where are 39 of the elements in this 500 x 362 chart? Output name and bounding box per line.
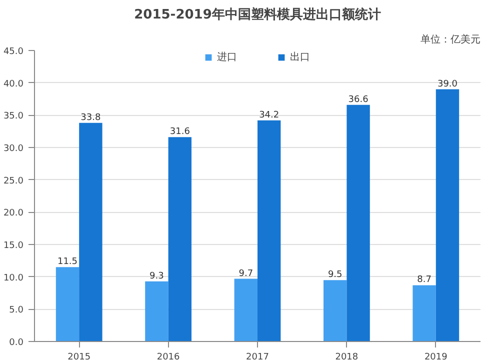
bar: [145, 281, 168, 342]
bar: [168, 137, 192, 342]
y-tick-label: 40.0: [3, 79, 24, 90]
bar: [436, 89, 460, 342]
data-label: 36.6: [348, 94, 369, 105]
data-label: 31.6: [170, 127, 190, 138]
y-tick-label: 5.0: [9, 306, 24, 316]
data-label: 33.8: [80, 112, 101, 123]
y-tick-label: 35.0: [3, 112, 24, 122]
y-tick-label: 30.0: [3, 144, 24, 154]
y-tick-label: 15.0: [3, 241, 24, 251]
text: 单位：亿美元: [420, 34, 480, 46]
bar: [79, 122, 102, 342]
data-label: 9.3: [150, 271, 164, 282]
x-tick-label: 2017: [246, 352, 269, 362]
bar: [234, 278, 258, 342]
bar: [346, 104, 370, 342]
y-tick-label: 20.0: [3, 208, 24, 219]
legend-label: 进口: [217, 50, 237, 64]
x-tick-label: 2015: [68, 352, 91, 362]
bar: [56, 267, 80, 342]
data-label: 9.5: [328, 270, 342, 280]
y-tick-label: 10.0: [3, 273, 24, 284]
data-label: 9.7: [238, 268, 254, 279]
y-tick-label: 0.0: [9, 338, 24, 348]
data-label: 11.5: [57, 257, 78, 268]
bar: [258, 120, 281, 342]
chart-title: 2015-2019年中国塑料模具进出口额统计: [134, 6, 381, 22]
x-tick-label: 2019: [424, 352, 448, 362]
bar: [324, 280, 347, 342]
legend-label: 出口: [290, 50, 310, 64]
bar: [412, 285, 436, 342]
x-tick-label: 2018: [335, 352, 358, 362]
data-label: 39.0: [437, 79, 458, 90]
x-tick-label: 2016: [156, 352, 180, 362]
data-label: 34.2: [259, 110, 280, 120]
y-tick-label: 25.0: [3, 176, 24, 186]
y-tick-label: 45.0: [3, 47, 24, 57]
data-label: 8.7: [417, 275, 432, 286]
